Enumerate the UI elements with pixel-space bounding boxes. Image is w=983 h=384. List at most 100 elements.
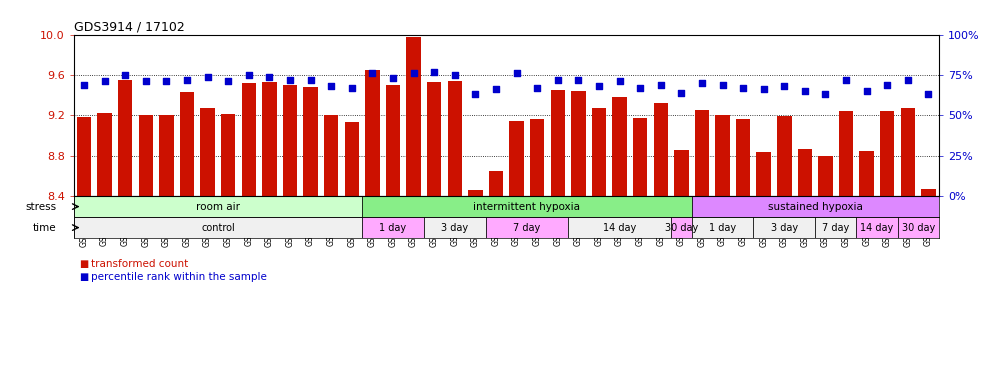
Point — [508, 70, 524, 76]
Bar — [550, 90, 565, 196]
Bar — [612, 97, 627, 196]
Point — [611, 78, 627, 84]
Text: 30 day: 30 day — [665, 223, 698, 233]
Point — [282, 77, 298, 83]
Bar — [736, 119, 750, 196]
Text: percentile rank within the sample: percentile rank within the sample — [91, 271, 267, 281]
Bar — [753, 217, 815, 238]
Point — [241, 72, 257, 78]
Bar — [362, 217, 424, 238]
Point — [406, 70, 422, 76]
Bar — [695, 110, 709, 196]
Point — [385, 75, 401, 81]
Point — [427, 69, 442, 75]
Bar — [530, 119, 545, 196]
Point — [777, 83, 792, 89]
Text: ■: ■ — [79, 259, 87, 269]
Point — [756, 86, 772, 93]
Point — [200, 73, 215, 79]
Bar — [118, 80, 133, 196]
Point — [468, 91, 484, 98]
Bar — [654, 103, 667, 196]
Bar — [468, 190, 483, 196]
Point — [179, 77, 195, 83]
Bar — [180, 92, 195, 196]
Bar — [797, 149, 812, 196]
Point — [632, 85, 648, 91]
Point — [921, 91, 937, 98]
Point — [447, 72, 463, 78]
Bar — [262, 82, 276, 196]
Bar — [427, 82, 441, 196]
Text: 3 day: 3 day — [441, 223, 468, 233]
Bar — [365, 70, 379, 196]
Bar — [77, 118, 91, 196]
Bar — [242, 83, 256, 196]
Point — [529, 85, 545, 91]
Bar — [304, 87, 318, 196]
Point — [489, 86, 504, 93]
Bar — [571, 91, 586, 196]
Point — [158, 78, 174, 84]
Bar — [900, 108, 915, 196]
Point — [220, 78, 236, 84]
Bar — [568, 217, 671, 238]
Bar — [716, 115, 729, 196]
Bar — [74, 217, 362, 238]
Bar — [880, 111, 895, 196]
Point — [303, 77, 318, 83]
Point — [261, 73, 277, 79]
Point — [138, 78, 153, 84]
Bar — [201, 108, 215, 196]
Text: 3 day: 3 day — [771, 223, 798, 233]
Bar — [674, 150, 688, 196]
Point — [591, 83, 607, 89]
Bar — [757, 152, 771, 196]
Bar — [139, 115, 153, 196]
Bar — [74, 196, 362, 217]
Text: 14 day: 14 day — [603, 223, 636, 233]
Bar — [815, 217, 856, 238]
Point — [797, 88, 813, 94]
Bar — [345, 122, 359, 196]
Bar — [509, 121, 524, 196]
Point — [694, 80, 710, 86]
Point — [365, 70, 380, 76]
Point — [880, 81, 896, 88]
Point — [76, 81, 91, 88]
Text: stress: stress — [26, 202, 56, 212]
Bar — [489, 171, 503, 196]
Bar — [859, 151, 874, 196]
Bar — [159, 115, 174, 196]
Text: transformed count: transformed count — [91, 259, 189, 269]
Point — [859, 88, 875, 94]
Bar — [921, 189, 936, 196]
Point — [735, 85, 751, 91]
Bar — [424, 217, 486, 238]
Point — [323, 83, 339, 89]
Point — [570, 77, 586, 83]
Bar — [97, 113, 112, 196]
Bar — [592, 108, 607, 196]
Bar — [818, 156, 833, 196]
Point — [900, 77, 916, 83]
Bar — [692, 217, 753, 238]
Point — [818, 91, 834, 98]
Bar — [838, 111, 853, 196]
Bar — [283, 85, 297, 196]
Bar — [324, 115, 338, 196]
Bar — [692, 196, 939, 217]
Text: 1 day: 1 day — [709, 223, 736, 233]
Point — [838, 77, 854, 83]
Point — [96, 78, 112, 84]
Bar — [633, 118, 648, 196]
Text: time: time — [32, 223, 56, 233]
Point — [673, 89, 689, 96]
Text: control: control — [201, 223, 235, 233]
Text: GDS3914 / 17102: GDS3914 / 17102 — [74, 20, 185, 33]
Bar — [778, 116, 791, 196]
Bar — [406, 36, 421, 196]
Bar — [362, 196, 692, 217]
Bar — [221, 114, 235, 196]
Text: 1 day: 1 day — [379, 223, 407, 233]
